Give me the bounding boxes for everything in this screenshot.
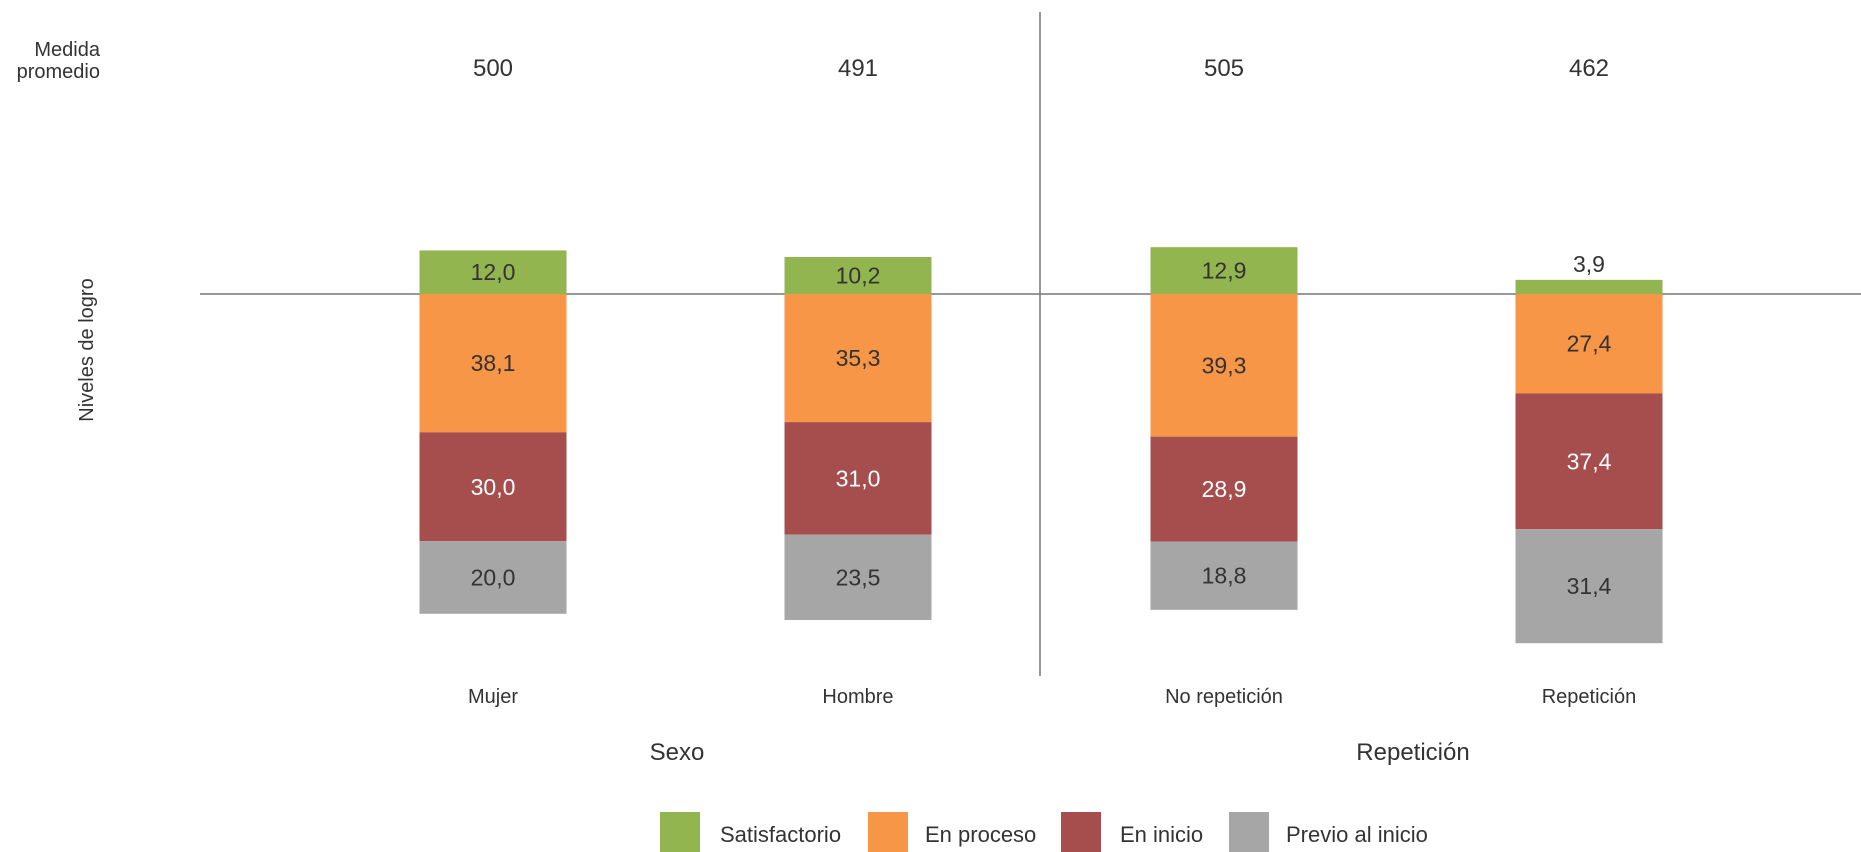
mean-score-no-repeticion: 505 bbox=[1204, 55, 1244, 82]
bar-satisfactorio-mujer bbox=[419, 250, 567, 294]
mean-score-repeticion: 462 bbox=[1569, 55, 1609, 82]
value-label-en-inicio-mujer: 30,0 bbox=[471, 474, 516, 500]
value-label-satisfactorio-no-repeticion: 12,9 bbox=[1202, 258, 1247, 284]
category-label-hombre: Hombre bbox=[822, 686, 893, 708]
value-label-en-inicio-repeticion: 37,4 bbox=[1567, 448, 1612, 474]
legend-swatch-en-inicio bbox=[1061, 812, 1101, 852]
bar-previo-al-inicio-mujer bbox=[419, 541, 567, 614]
bar-en-proceso-no-repeticion bbox=[1150, 294, 1298, 437]
value-label-en-proceso-hombre: 35,3 bbox=[836, 345, 881, 371]
bar-satisfactorio-hombre bbox=[784, 256, 932, 294]
value-label-en-inicio-hombre: 31,0 bbox=[836, 465, 881, 491]
bar-en-inicio-repeticion bbox=[1515, 393, 1663, 530]
category-label-mujer: Mujer bbox=[468, 686, 518, 708]
value-label-en-proceso-mujer: 38,1 bbox=[471, 350, 516, 376]
category-label-no-repeticion: No repetición bbox=[1165, 686, 1283, 708]
value-label-en-proceso-no-repeticion: 39,3 bbox=[1202, 352, 1247, 378]
group-label-sexo: Sexo bbox=[650, 739, 705, 766]
bar-en-inicio-hombre bbox=[784, 422, 932, 535]
value-label-previo-al-inicio-repeticion: 31,4 bbox=[1567, 573, 1612, 599]
value-label-satisfactorio-hombre: 10,2 bbox=[836, 262, 881, 288]
legend-swatch-previo-al-inicio bbox=[1229, 812, 1269, 852]
mean-score-mujer: 500 bbox=[473, 55, 513, 82]
mean-score-hombre: 491 bbox=[838, 55, 878, 82]
bar-en-inicio-mujer bbox=[419, 432, 567, 542]
labels-layer: 500 12,0 38,1 30,0 20,0 Mujer 491 10,2 35,3 31,0 2… bbox=[468, 55, 1636, 766]
row-label-line-2: promedio bbox=[17, 61, 100, 83]
value-label-en-proceso-repeticion: 27,4 bbox=[1567, 331, 1612, 357]
legend-label-en-proceso: En proceso bbox=[925, 822, 1036, 847]
legend-swatch-en-proceso bbox=[868, 812, 908, 852]
legend-swatch-satisfactorio bbox=[660, 812, 700, 852]
group-label-repeticion: Repetición bbox=[1356, 739, 1469, 766]
bar-en-proceso-mujer bbox=[419, 294, 567, 433]
value-label-previo-al-inicio-hombre: 23,5 bbox=[836, 564, 881, 590]
value-label-en-inicio-no-repeticion: 28,9 bbox=[1202, 476, 1247, 502]
bar-en-inicio-no-repeticion bbox=[1150, 436, 1298, 542]
bar-en-proceso-repeticion bbox=[1515, 294, 1663, 394]
legend: Satisfactorio En proceso En inicio Previo a… bbox=[660, 812, 1428, 852]
row-label-line-1: Medida bbox=[34, 39, 100, 61]
value-label-previo-al-inicio-mujer: 20,0 bbox=[471, 565, 516, 591]
bar-previo-al-inicio-repeticion bbox=[1515, 529, 1663, 644]
category-label-repeticion: Repetición bbox=[1542, 686, 1637, 708]
legend-label-satisfactorio: Satisfactorio bbox=[720, 822, 841, 847]
value-label-satisfactorio-mujer: 12,0 bbox=[471, 259, 516, 285]
value-label-previo-al-inicio-no-repeticion: 18,8 bbox=[1202, 563, 1247, 589]
value-label-satisfactorio-repeticion: 3,9 bbox=[1573, 251, 1605, 277]
y-axis-label: Niveles de logro bbox=[76, 278, 98, 421]
bar-satisfactorio-repeticion bbox=[1515, 279, 1663, 294]
bar-previo-al-inicio-hombre bbox=[784, 534, 932, 620]
legend-label-previo-al-inicio: Previo al inicio bbox=[1286, 822, 1428, 847]
bar-satisfactorio-no-repeticion bbox=[1150, 247, 1298, 294]
bar-en-proceso-hombre bbox=[784, 294, 932, 423]
bars-layer bbox=[419, 247, 1663, 644]
bar-previo-al-inicio-no-repeticion bbox=[1150, 541, 1298, 610]
legend-label-en-inicio: En inicio bbox=[1120, 822, 1203, 847]
